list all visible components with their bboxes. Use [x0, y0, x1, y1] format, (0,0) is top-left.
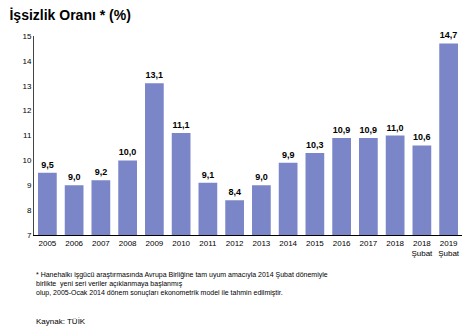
svg-text:9: 9	[27, 181, 32, 190]
svg-text:8: 8	[27, 206, 32, 215]
svg-text:9,0: 9,0	[255, 172, 268, 182]
svg-text:* Hanehalkı işgücü araştırması: * Hanehalkı işgücü araştırmasında Avrupa…	[36, 271, 328, 297]
svg-text:2019Şubat: 2019Şubat	[438, 239, 460, 258]
svg-text:10,9: 10,9	[360, 125, 378, 135]
svg-text:2017: 2017	[359, 239, 377, 248]
svg-text:2018Şubat: 2018Şubat	[411, 239, 433, 258]
svg-text:Kaynak: TÜİK: Kaynak: TÜİK	[36, 317, 86, 326]
svg-text:14,7: 14,7	[440, 30, 458, 40]
svg-text:11,1: 11,1	[173, 120, 190, 130]
svg-text:10,6: 10,6	[413, 132, 431, 142]
svg-text:2007: 2007	[92, 239, 110, 248]
svg-text:14: 14	[22, 57, 31, 66]
svg-text:10,3: 10,3	[306, 140, 324, 150]
svg-text:11,0: 11,0	[387, 123, 404, 133]
svg-text:9,2: 9,2	[95, 167, 108, 177]
svg-text:2005: 2005	[38, 239, 56, 248]
svg-text:10,0: 10,0	[119, 147, 137, 157]
svg-text:8,4: 8,4	[228, 187, 241, 197]
svg-text:2016: 2016	[333, 239, 351, 248]
svg-text:2014: 2014	[279, 239, 297, 248]
svg-text:9,5: 9,5	[41, 160, 54, 170]
svg-text:15: 15	[22, 32, 31, 41]
svg-text:2009: 2009	[145, 239, 163, 248]
svg-text:12: 12	[22, 106, 31, 115]
svg-text:2008: 2008	[119, 239, 137, 248]
svg-text:13,1: 13,1	[146, 70, 164, 80]
svg-text:2013: 2013	[252, 239, 270, 248]
svg-text:9,1: 9,1	[202, 170, 215, 180]
svg-text:2006: 2006	[65, 239, 83, 248]
svg-text:2012: 2012	[226, 239, 244, 248]
svg-text:İşsizlik Oranı * (%): İşsizlik Oranı * (%)	[9, 7, 130, 23]
svg-text:7: 7	[27, 231, 32, 240]
svg-text:10,9: 10,9	[333, 125, 351, 135]
svg-text:13: 13	[22, 82, 31, 91]
svg-text:2018: 2018	[386, 239, 404, 248]
svg-text:2015: 2015	[306, 239, 324, 248]
svg-text:9,0: 9,0	[68, 172, 81, 182]
svg-text:2011: 2011	[199, 239, 217, 248]
svg-text:10: 10	[22, 156, 31, 165]
svg-text:11: 11	[23, 131, 32, 140]
svg-text:2010: 2010	[172, 239, 190, 248]
svg-text:9,9: 9,9	[282, 150, 295, 160]
